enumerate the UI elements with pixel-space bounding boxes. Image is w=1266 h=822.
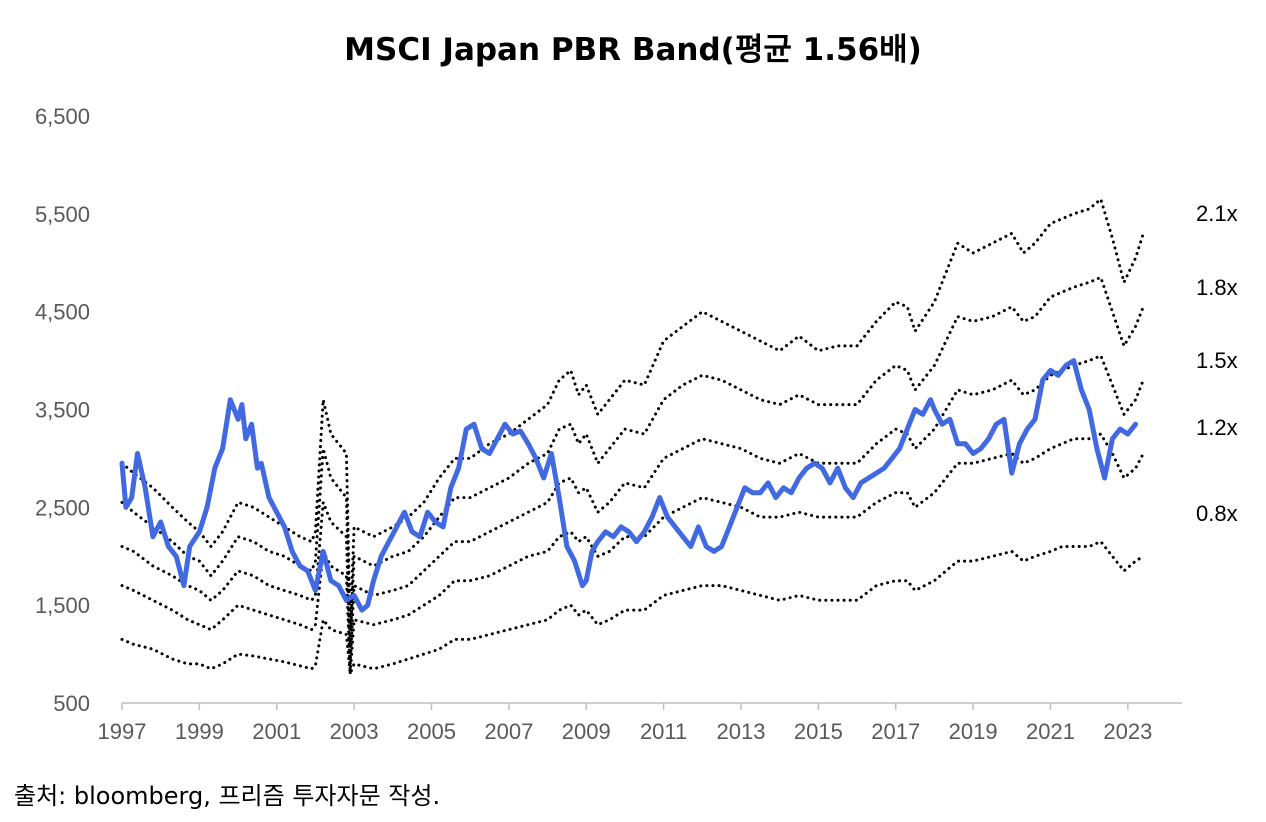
x-tick-label: 2015 <box>794 719 843 744</box>
pbr-bands <box>120 197 1145 676</box>
x-tick-label: 2013 <box>717 719 766 744</box>
y-tick-label: 6,500 <box>35 104 90 129</box>
y-tick-label: 1,500 <box>35 593 90 618</box>
x-axis-ticks: 1997 1999 2001 2003 2005 2007 2009 2011 2013 2015… <box>98 703 1152 744</box>
x-tick-label: 2005 <box>407 719 456 744</box>
band-label: 0.8x <box>1196 501 1238 526</box>
x-tick-label: 2007 <box>484 719 533 744</box>
band-label: 1.5x <box>1196 348 1238 373</box>
x-tick-label: 2003 <box>330 719 379 744</box>
y-tick-label: 3,500 <box>35 398 90 423</box>
pbr-band-line <box>120 540 1145 676</box>
x-tick-label: 2001 <box>252 719 301 744</box>
x-tick-label: 2019 <box>949 719 998 744</box>
x-tick-label: 1997 <box>98 719 147 744</box>
x-tick-label: 2017 <box>871 719 920 744</box>
y-tick-label: 500 <box>53 691 90 716</box>
msci-japan-index <box>119 358 1139 613</box>
chart-title: MSCI Japan PBR Band(평균 1.56배) <box>344 32 922 68</box>
y-tick-label: 5,500 <box>35 202 90 227</box>
pbr-band-line <box>120 432 1145 676</box>
x-tick-label: 2011 <box>640 719 687 744</box>
band-labels: 2.1x 1.8x 1.5x 1.2x 0.8x <box>1196 201 1238 526</box>
source-note: 출처: bloomberg, 프리즘 투자자문 작성. <box>14 782 441 810</box>
pbr-band-line <box>120 197 1145 632</box>
pbr-band-line <box>120 354 1145 666</box>
x-tick-label: 2021 <box>1026 719 1075 744</box>
y-tick-label: 2,500 <box>35 495 90 520</box>
band-label: 1.2x <box>1196 415 1238 440</box>
x-tick-label: 1999 <box>175 719 224 744</box>
band-label: 2.1x <box>1196 201 1238 226</box>
y-axis-ticks: 6,500 5,500 4,500 3,500 2,500 1,500 500 <box>35 104 90 716</box>
pbr-band-line <box>120 275 1145 646</box>
x-tick-label: 2009 <box>562 719 611 744</box>
x-tick-label: 2023 <box>1103 719 1152 744</box>
y-tick-label: 4,500 <box>35 300 90 325</box>
band-label: 1.8x <box>1196 275 1238 300</box>
index-series-line <box>119 358 1139 613</box>
